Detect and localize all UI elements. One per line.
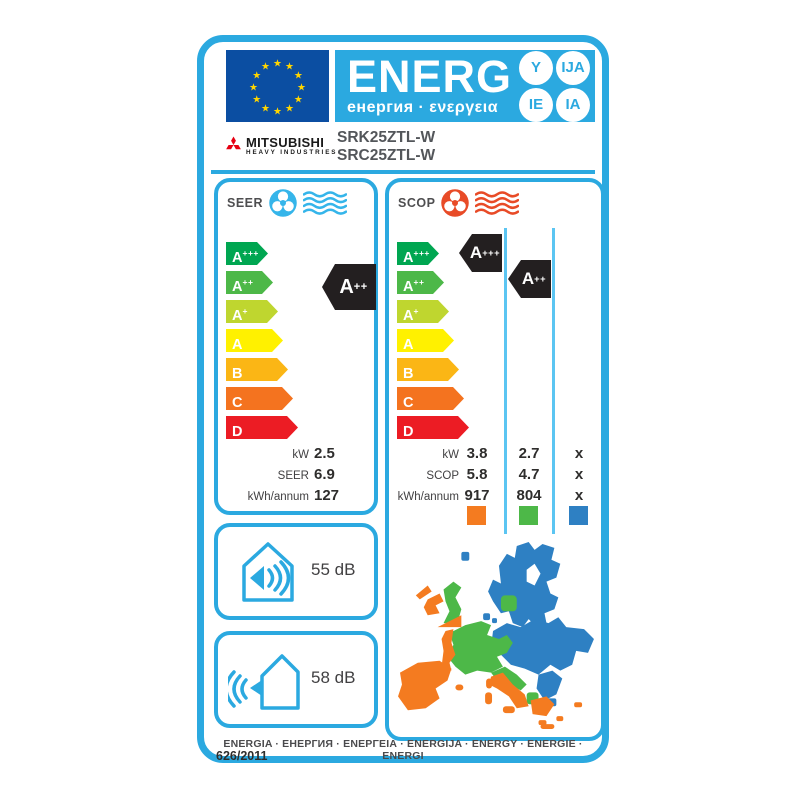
model-outdoor: SRC25ZTL-W [337,146,436,164]
grade-arrow-c: C [226,387,293,410]
svg-text:★: ★ [273,59,282,70]
grade-arrow-c: C [397,387,464,410]
indoor-noise-box: 55 dB [214,523,378,620]
seer-panel: SEER A+++ A++ A+ A [214,178,378,515]
model-numbers: SRK25ZTL-W SRC25ZTL-W [337,129,435,165]
svg-text:★: ★ [297,83,306,94]
badge-ie: IE [519,87,553,122]
grade-arrow-a3: A+++ [397,242,439,265]
energ-subtitle: енергия · ενεργεια [347,98,499,116]
grade-arrow-b: B [226,358,288,381]
indoor-noise-value: 55 dB [311,560,356,579]
indoor-noise-icon [242,542,294,602]
grade-arrow-a3: A+++ [226,242,268,265]
column-divider-line [504,228,507,534]
energy-label: ★ ★ ★ ★ ★ ★ ★ ★ ★ ★ ★ ★ ENERG енергия · ενεργε… [197,35,609,763]
outdoor-noise-value: 58 dB [311,668,356,687]
airflow-waves-icon [475,190,520,215]
energ-suffix-badges: Y IJA IE IA [519,50,590,122]
energ-title: ENERG [347,50,513,102]
brand-subname: HEAVY INDUSTRIES [246,149,338,156]
average-zone-swatch [519,506,538,525]
svg-text:★: ★ [273,107,282,118]
grade-arrow-a1: A+ [226,300,278,323]
svg-text:★: ★ [249,83,258,94]
mitsubishi-diamonds-icon [226,136,241,150]
scop-label: SCOP [398,196,436,210]
mitsubishi-logo: MITSUBISHI HEAVY INDUSTRIES [225,136,337,156]
grade-arrow-d: D [397,416,469,439]
svg-text:★: ★ [285,62,294,73]
scop-rating-arrow-warm: A +++ [459,234,502,272]
europe-climate-map [398,541,594,730]
badge-ia: IA [556,87,590,122]
outdoor-noise-icon [228,654,300,710]
svg-text:★: ★ [252,71,261,82]
regulation-number: 626/2011 [216,749,268,763]
column-divider-line [552,228,555,534]
grade-arrow-a: A [397,329,454,352]
energy-words: ENERGIA · ЕНЕРГИЯ · ΕΝΕΡΓΕΙΑ · ENERGIJA … [223,738,583,762]
grade-arrow-a: A [226,329,283,352]
brand-name: MITSUBISHI [246,135,325,150]
svg-text:★: ★ [252,95,261,106]
cold-zone-swatch [569,506,588,525]
header-divider [211,170,595,174]
seer-rating-arrow: A ++ [322,264,376,310]
grade-arrow-a1: A+ [397,300,449,323]
warm-zone-swatch [467,506,486,525]
badge-y: Y [519,50,553,85]
badge-ija: IJA [556,50,590,85]
eu-flag-icon: ★ ★ ★ ★ ★ ★ ★ ★ ★ ★ ★ ★ [226,50,329,122]
outdoor-noise-box: 58 dB [214,631,378,728]
grade-arrow-b: B [397,358,459,381]
scop-panel: SCOP A+++ A++ A+ [385,178,605,741]
model-indoor: SRK25ZTL-W [337,129,436,146]
grade-arrow-a2: A++ [397,271,444,294]
svg-text:★: ★ [294,71,303,82]
energ-band: ENERG енергия · ενεργεια Y IJA IE IA [335,50,595,122]
fan-icon [269,189,297,217]
airflow-waves-icon [303,190,348,215]
svg-text:★: ★ [261,103,270,114]
scop-rating-arrow-average: A ++ [508,260,551,298]
svg-text:★: ★ [285,103,294,114]
grade-arrow-d: D [226,416,298,439]
fan-icon [441,189,470,217]
svg-text:★: ★ [294,95,303,106]
grade-arrow-a2: A++ [226,271,273,294]
seer-label: SEER [227,196,264,210]
svg-text:★: ★ [261,62,270,73]
